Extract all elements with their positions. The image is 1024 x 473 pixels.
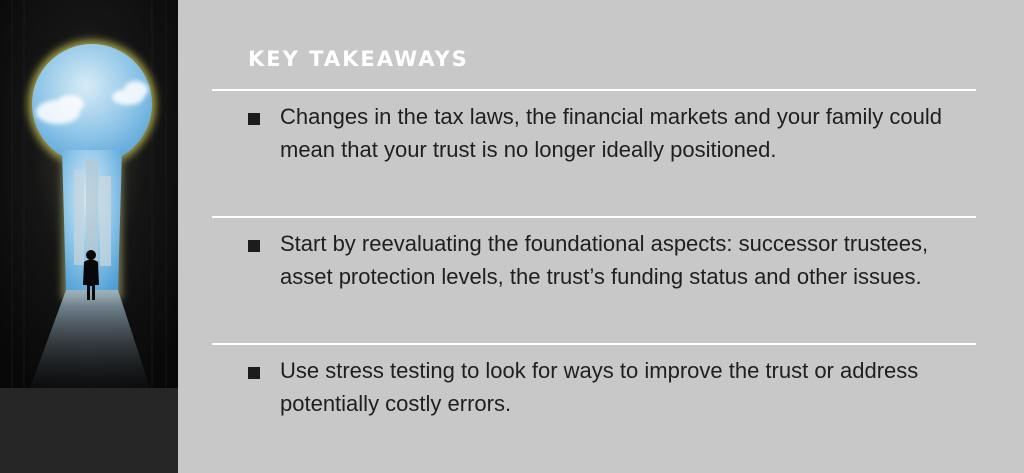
square-bullet-icon [248, 113, 260, 125]
takeaway-item: Use stress testing to look for ways to i… [248, 354, 942, 420]
takeaways-panel: KEY TAKEAWAYS Changes in the tax laws, t… [178, 0, 1024, 473]
takeaway-text: Use stress testing to look for ways to i… [280, 358, 919, 416]
square-bullet-icon [248, 367, 260, 379]
image-panel-bottom [0, 388, 178, 473]
square-bullet-icon [248, 240, 260, 252]
takeaway-text: Changes in the tax laws, the financial m… [280, 104, 942, 162]
keyhole-image-panel [0, 0, 178, 473]
panel-heading: KEY TAKEAWAYS [248, 47, 469, 71]
takeaway-item: Start by reevaluating the foundational a… [248, 227, 942, 293]
divider-line [212, 216, 976, 218]
takeaway-item: Changes in the tax laws, the financial m… [248, 100, 942, 166]
divider-line [212, 343, 976, 345]
takeaway-text: Start by reevaluating the foundational a… [280, 231, 929, 289]
keyhole-silhouette-illustration [0, 0, 178, 388]
divider-line [212, 89, 976, 91]
